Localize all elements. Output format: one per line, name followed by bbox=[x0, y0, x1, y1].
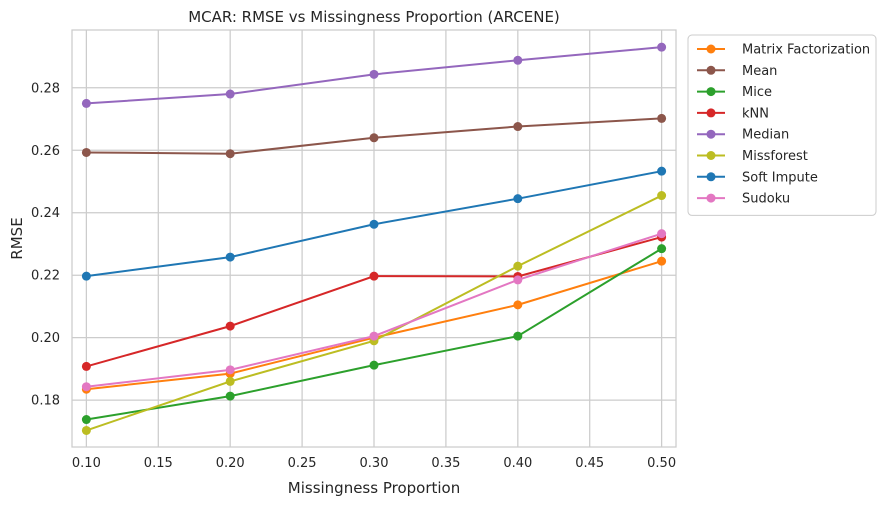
legend: Matrix Factorization Mean Mice kNN Median Mis… bbox=[687, 34, 877, 216]
data-point bbox=[81, 382, 91, 392]
x-tick-label: 0.10 bbox=[72, 456, 101, 471]
x-tick-label: 0.50 bbox=[647, 456, 676, 471]
legend-marker bbox=[706, 172, 716, 182]
legend-label: Matrix Factorization bbox=[742, 43, 870, 58]
legend-item: Missforest bbox=[697, 149, 808, 164]
data-point bbox=[513, 300, 523, 310]
data-point bbox=[81, 361, 91, 371]
data-point bbox=[369, 331, 379, 341]
data-point bbox=[225, 321, 235, 331]
y-tick-label: 0.20 bbox=[31, 331, 60, 346]
data-point bbox=[369, 360, 379, 370]
x-tick-label: 0.40 bbox=[503, 456, 532, 471]
data-point bbox=[657, 166, 667, 176]
legend-marker bbox=[706, 129, 716, 139]
legend-label: Missforest bbox=[742, 149, 808, 164]
data-point bbox=[513, 194, 523, 204]
legend-item: kNN bbox=[697, 106, 769, 121]
x-tick-label: 0.25 bbox=[288, 456, 317, 471]
data-point bbox=[369, 133, 379, 143]
data-point bbox=[513, 55, 523, 65]
legend-item: Median bbox=[697, 128, 789, 143]
legend-label: Median bbox=[742, 128, 789, 143]
legend-label: Mice bbox=[742, 85, 772, 100]
series-mice bbox=[81, 244, 667, 425]
data-point bbox=[81, 271, 91, 281]
legend-item: Matrix Factorization bbox=[697, 43, 870, 58]
data-point bbox=[369, 271, 379, 281]
data-point bbox=[657, 256, 667, 266]
legend-marker bbox=[706, 87, 716, 97]
data-point bbox=[225, 89, 235, 99]
x-tick-label: 0.20 bbox=[216, 456, 245, 471]
x-tick-label: 0.35 bbox=[431, 456, 460, 471]
data-point bbox=[225, 252, 235, 262]
data-point bbox=[369, 219, 379, 229]
ticks: 0.10 0.15 0.20 0.25 0.30 0.35 0.40 0.45 0.50 0.18… bbox=[31, 81, 676, 471]
chart-title: MCAR: RMSE vs Missingness Proportion (AR… bbox=[188, 8, 560, 26]
data-point bbox=[81, 147, 91, 157]
y-tick-label: 0.24 bbox=[31, 206, 60, 221]
x-tick-label: 0.15 bbox=[144, 456, 173, 471]
legend-marker bbox=[706, 151, 716, 160]
data-point bbox=[513, 331, 523, 341]
legend-label: kNN bbox=[742, 106, 769, 121]
data-point bbox=[657, 191, 667, 201]
legend-item: Mean bbox=[697, 64, 777, 79]
legend-box bbox=[687, 34, 877, 216]
x-axis-label: Missingness Proportion bbox=[288, 479, 460, 497]
data-point bbox=[369, 69, 379, 79]
legend-item: Sudoku bbox=[697, 192, 790, 207]
data-point bbox=[657, 229, 667, 239]
data-point bbox=[657, 42, 667, 52]
y-tick-label: 0.26 bbox=[31, 144, 60, 159]
series-soft-impute bbox=[81, 166, 667, 281]
plot-frame bbox=[71, 29, 677, 448]
series-sudoku bbox=[81, 229, 667, 392]
data-point bbox=[225, 391, 235, 401]
y-tick-label: 0.28 bbox=[31, 81, 60, 96]
y-axis-label: RMSE bbox=[8, 217, 26, 259]
data-point bbox=[81, 425, 91, 435]
data-point bbox=[225, 365, 235, 375]
data-point bbox=[225, 149, 235, 159]
legend-item: Soft Impute bbox=[697, 170, 818, 185]
data-point bbox=[657, 113, 667, 123]
data-point bbox=[657, 244, 667, 254]
x-tick-label: 0.45 bbox=[575, 456, 604, 471]
data-point bbox=[81, 415, 91, 425]
legend-marker bbox=[706, 108, 716, 118]
x-tick-label: 0.30 bbox=[360, 456, 389, 471]
legend-label: Mean bbox=[742, 64, 777, 79]
y-tick-label: 0.22 bbox=[31, 269, 60, 284]
series-layer bbox=[81, 42, 667, 435]
legend-label: Soft Impute bbox=[742, 170, 818, 185]
y-tick-label: 0.18 bbox=[31, 394, 60, 409]
data-point bbox=[513, 122, 523, 132]
data-point bbox=[513, 261, 523, 271]
data-point bbox=[81, 98, 91, 108]
legend-label: Sudoku bbox=[742, 192, 790, 207]
legend-marker bbox=[706, 44, 716, 54]
legend-item: Mice bbox=[697, 85, 772, 100]
series-mean bbox=[81, 113, 667, 159]
data-point bbox=[225, 376, 235, 386]
legend-marker bbox=[706, 65, 716, 75]
legend-marker bbox=[706, 193, 716, 203]
data-point bbox=[513, 275, 523, 285]
series-median bbox=[81, 42, 667, 108]
